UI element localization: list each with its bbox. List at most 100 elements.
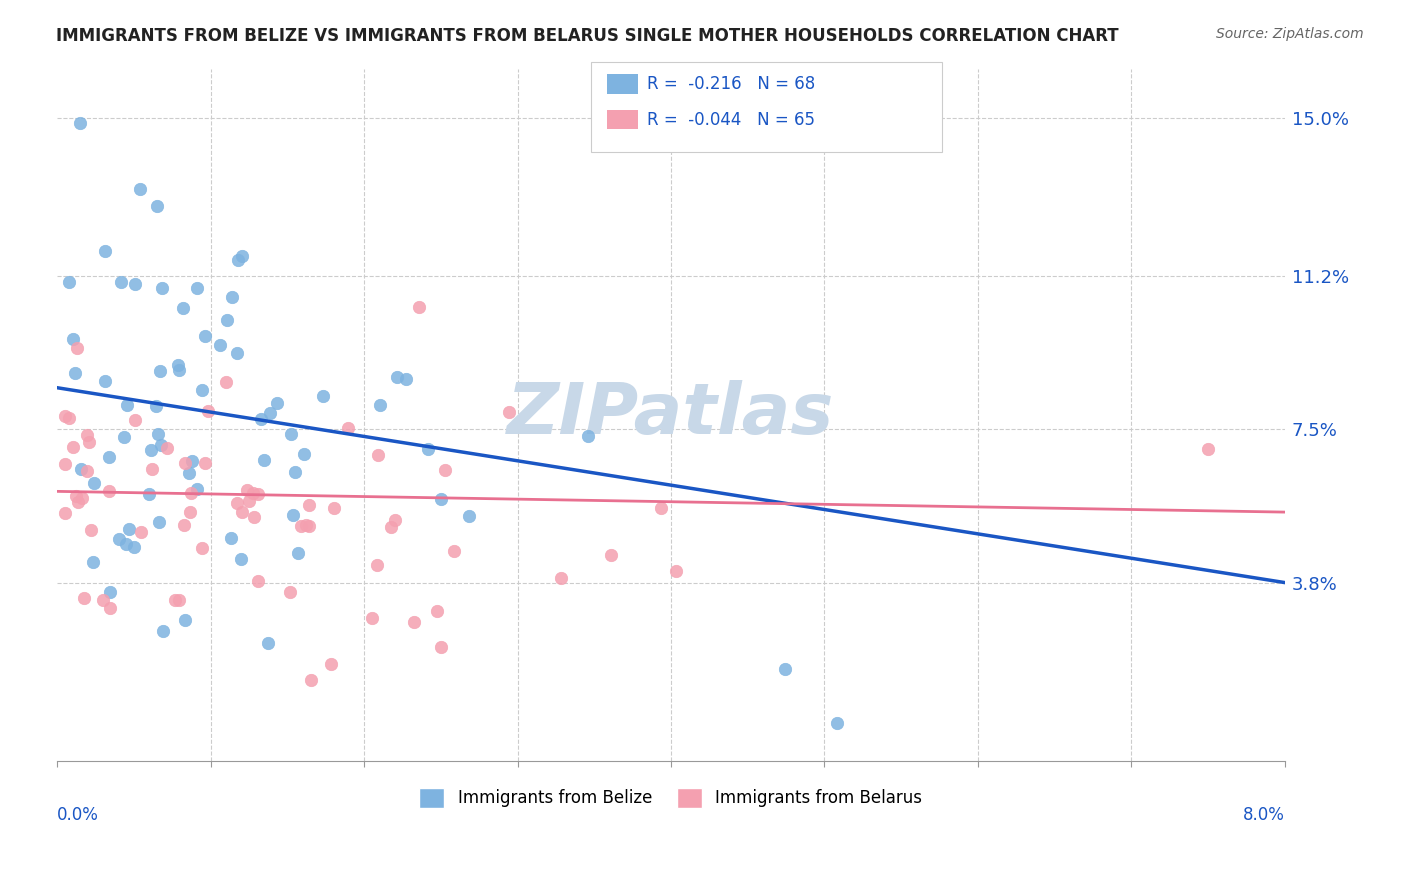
Point <box>600 549 623 563</box>
Text: Source: ZipAtlas.com: Source: ZipAtlas.com <box>1216 27 1364 41</box>
Point <box>58 410 80 425</box>
Point <box>429 492 451 507</box>
Point <box>65 489 87 503</box>
Point <box>70 491 93 506</box>
Point <box>177 467 200 481</box>
Point <box>186 483 208 497</box>
Point <box>408 300 430 314</box>
Point <box>219 531 242 545</box>
Point <box>208 338 231 352</box>
Text: R =  -0.044   N = 65: R = -0.044 N = 65 <box>647 111 814 128</box>
Point <box>194 329 217 343</box>
Text: 0.0%: 0.0% <box>58 805 98 824</box>
Point <box>247 574 270 589</box>
Point <box>290 519 312 533</box>
Point <box>163 593 186 607</box>
Point <box>128 182 150 196</box>
Point <box>76 427 98 442</box>
Point <box>443 543 465 558</box>
Point <box>98 585 121 599</box>
Point <box>73 591 96 605</box>
Point <box>434 463 457 477</box>
Point <box>256 636 278 650</box>
Point <box>312 389 335 403</box>
Point <box>321 657 343 671</box>
Point <box>53 458 76 472</box>
Point <box>773 662 796 676</box>
Point <box>77 434 100 449</box>
Point <box>93 244 115 258</box>
Point <box>94 374 117 388</box>
Point <box>69 116 91 130</box>
Point <box>149 438 172 452</box>
Point <box>242 486 264 500</box>
Point <box>108 532 131 546</box>
Point <box>367 448 389 462</box>
Point <box>283 508 305 522</box>
Point <box>266 395 288 409</box>
Point <box>58 276 80 290</box>
Point <box>191 541 214 555</box>
Text: ZIPatlas: ZIPatlas <box>508 380 835 450</box>
Point <box>53 409 76 424</box>
Point <box>280 426 302 441</box>
Point <box>148 515 170 529</box>
Point <box>1197 442 1219 457</box>
Point <box>337 421 360 435</box>
Point <box>138 486 160 500</box>
Point <box>150 281 173 295</box>
Point <box>214 375 236 389</box>
Point <box>66 495 89 509</box>
Point <box>197 404 219 418</box>
Point <box>83 475 105 490</box>
Point <box>242 509 264 524</box>
Point <box>366 558 388 573</box>
Point <box>387 370 409 384</box>
Point <box>430 640 453 654</box>
Point <box>91 592 114 607</box>
Point <box>226 496 249 510</box>
Point <box>250 412 273 426</box>
Point <box>191 383 214 397</box>
Point <box>231 505 253 519</box>
Point <box>229 551 252 566</box>
Text: 8.0%: 8.0% <box>1243 805 1285 824</box>
Point <box>287 546 309 560</box>
Point <box>238 494 260 508</box>
Point <box>217 312 239 326</box>
Point <box>62 440 84 454</box>
Point <box>174 456 197 470</box>
Point <box>167 359 190 373</box>
Point <box>156 442 179 456</box>
Point <box>98 601 121 615</box>
Point <box>298 519 321 533</box>
Point <box>226 346 249 360</box>
Point <box>63 366 86 380</box>
Point <box>292 447 315 461</box>
Point <box>404 615 426 629</box>
Point <box>148 363 170 377</box>
Point <box>180 486 202 500</box>
Point <box>278 585 301 599</box>
Point <box>181 454 204 468</box>
Point <box>167 363 190 377</box>
Point <box>174 614 197 628</box>
Point <box>298 498 321 512</box>
Point <box>124 412 146 426</box>
Point <box>97 450 120 465</box>
Point <box>650 501 672 516</box>
Point <box>172 301 194 315</box>
Point <box>395 372 418 386</box>
Point <box>498 405 520 419</box>
Point <box>112 429 135 443</box>
Point <box>384 513 406 527</box>
Point <box>550 571 572 585</box>
Point <box>167 593 190 607</box>
Legend: Immigrants from Belize, Immigrants from Belarus: Immigrants from Belize, Immigrants from … <box>413 781 929 814</box>
Point <box>131 524 153 539</box>
Point <box>115 537 138 551</box>
Point <box>97 484 120 499</box>
Point <box>80 523 103 537</box>
Point <box>139 442 162 457</box>
Point <box>145 199 167 213</box>
